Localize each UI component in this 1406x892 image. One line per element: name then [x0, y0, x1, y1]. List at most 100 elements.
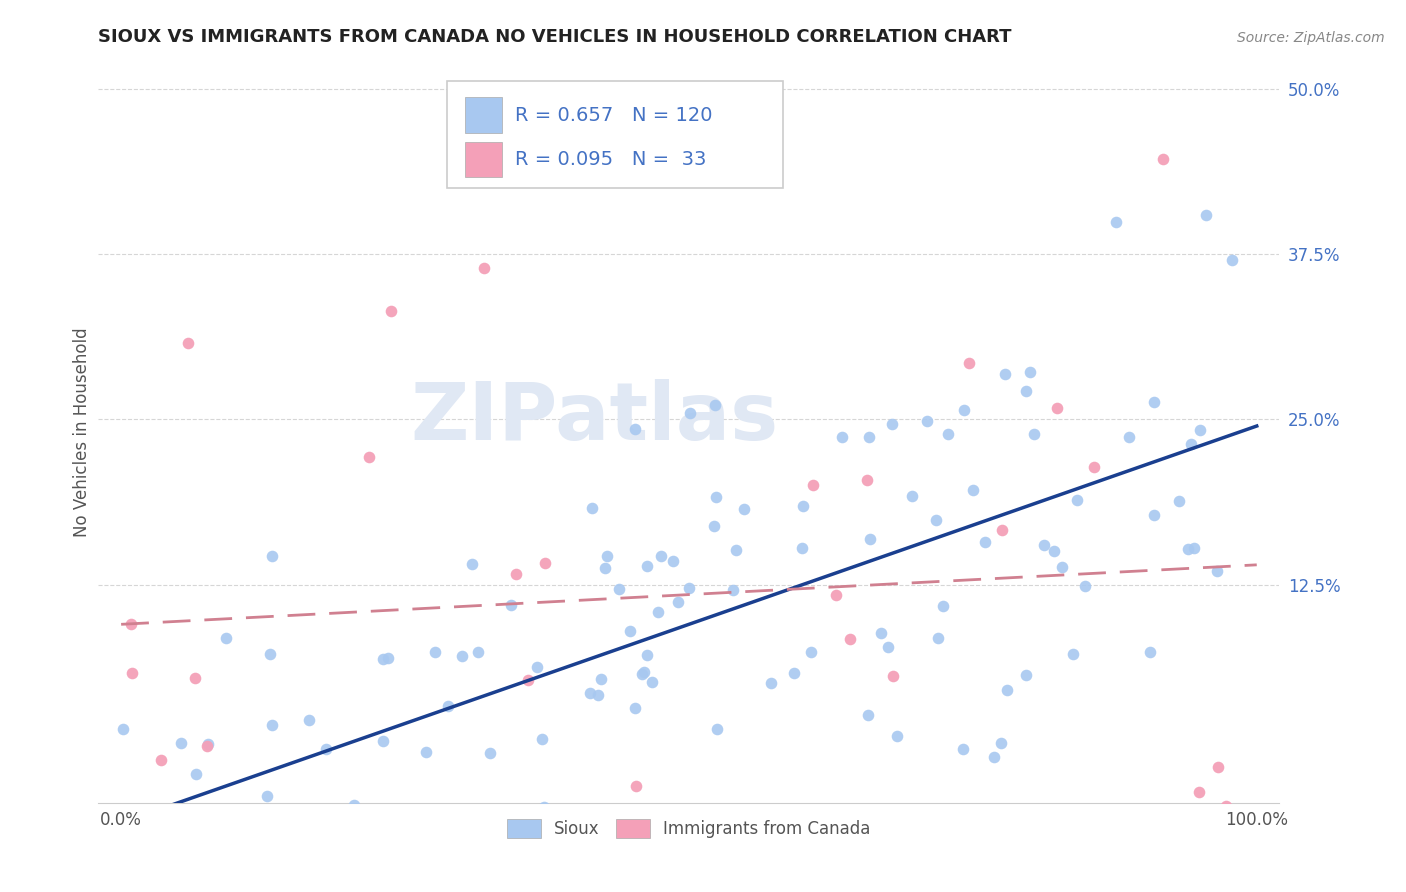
Point	[991, 523, 1014, 537]
Point	[516, 838, 538, 853]
Point	[197, 737, 219, 751]
Point	[927, 632, 949, 646]
Point	[1042, 544, 1064, 558]
Point	[1182, 541, 1205, 555]
FancyBboxPatch shape	[464, 142, 502, 178]
Point	[533, 556, 555, 570]
Point	[1118, 430, 1140, 444]
Point	[510, 814, 533, 828]
Point	[662, 554, 685, 568]
Point	[581, 842, 603, 856]
Point	[962, 483, 984, 498]
Point	[505, 566, 527, 581]
Point	[1015, 384, 1038, 399]
Point	[1167, 494, 1189, 508]
Point	[1180, 437, 1202, 451]
Point	[900, 489, 922, 503]
Point	[371, 733, 394, 747]
Point	[721, 582, 744, 597]
Point	[1215, 799, 1237, 814]
Point	[838, 632, 860, 647]
Point	[952, 742, 974, 756]
Point	[624, 779, 647, 793]
Point	[792, 500, 814, 514]
Point	[343, 798, 366, 813]
Point	[882, 668, 904, 682]
Point	[957, 355, 980, 369]
Point	[995, 683, 1018, 698]
Point	[579, 686, 602, 700]
Point	[703, 518, 725, 533]
Point	[706, 722, 728, 736]
Point	[624, 701, 647, 715]
Point	[650, 549, 672, 563]
Point	[437, 698, 460, 713]
Point	[870, 626, 893, 640]
Text: Source: ZipAtlas.com: Source: ZipAtlas.com	[1237, 31, 1385, 45]
Point	[1062, 648, 1084, 662]
Point	[1195, 208, 1218, 222]
Point	[377, 650, 399, 665]
Point	[1073, 579, 1095, 593]
Point	[184, 671, 207, 685]
Point	[800, 645, 823, 659]
Point	[1033, 824, 1056, 838]
Point	[121, 665, 143, 680]
Point	[589, 672, 612, 686]
Point	[315, 742, 337, 756]
Point	[543, 816, 565, 830]
Point	[461, 557, 484, 571]
Point	[990, 736, 1012, 750]
Point	[761, 675, 783, 690]
Point	[530, 731, 553, 746]
Point	[353, 811, 375, 825]
Point	[1014, 668, 1036, 682]
Point	[260, 549, 283, 564]
Point	[924, 513, 946, 527]
Point	[876, 640, 898, 654]
Point	[262, 718, 284, 732]
Point	[882, 417, 904, 431]
Point	[176, 336, 198, 351]
Point	[380, 304, 402, 318]
Point	[526, 659, 548, 673]
Point	[801, 478, 824, 492]
Point	[1066, 493, 1088, 508]
Point	[461, 808, 484, 822]
Point	[1142, 395, 1164, 409]
Point	[1033, 538, 1056, 552]
Point	[825, 588, 848, 602]
Point	[371, 651, 394, 665]
Point	[631, 667, 654, 681]
Point	[1083, 459, 1105, 474]
Point	[1019, 365, 1042, 379]
Point	[415, 745, 437, 759]
Point	[623, 422, 645, 436]
Point	[517, 673, 540, 688]
Point	[1189, 423, 1212, 437]
Point	[1046, 401, 1069, 415]
Point	[215, 631, 238, 645]
Point	[478, 746, 501, 760]
Point	[111, 722, 134, 736]
Point	[858, 430, 880, 444]
Point	[423, 645, 446, 659]
Point	[1152, 152, 1174, 166]
Point	[298, 713, 321, 727]
Point	[1022, 427, 1045, 442]
Point	[1177, 542, 1199, 557]
Point	[994, 368, 1017, 382]
Point	[595, 561, 617, 575]
Point	[668, 595, 690, 609]
Point	[733, 502, 755, 516]
Text: ZIPatlas: ZIPatlas	[411, 379, 779, 457]
Point	[859, 533, 882, 547]
Point	[1188, 785, 1211, 799]
Point	[792, 541, 814, 555]
Point	[1139, 645, 1161, 659]
Point	[191, 843, 214, 857]
Point	[636, 559, 658, 574]
Point	[596, 549, 619, 564]
Point	[647, 605, 669, 619]
Point	[886, 729, 908, 743]
